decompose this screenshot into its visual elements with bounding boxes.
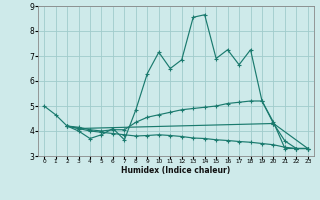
X-axis label: Humidex (Indice chaleur): Humidex (Indice chaleur): [121, 166, 231, 175]
